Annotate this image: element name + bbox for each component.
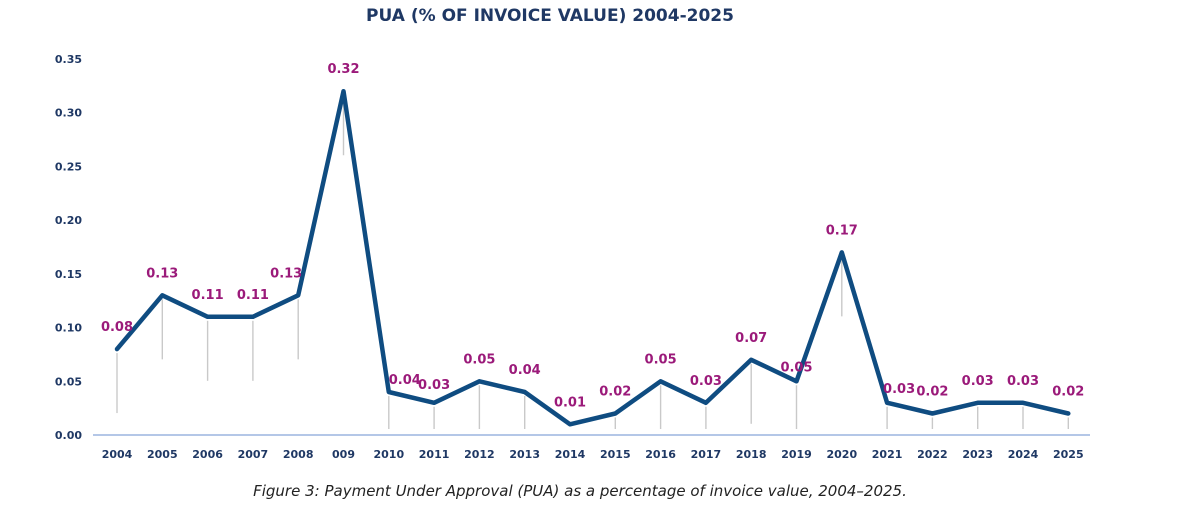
x-tick-label: 2006 xyxy=(192,448,223,461)
chart-title: PUA (% OF INVOICE VALUE) 2004-2025 xyxy=(366,6,734,26)
data-label: 0.32 xyxy=(327,62,359,77)
data-label: 0.03 xyxy=(418,378,450,393)
x-tick-label: 2011 xyxy=(419,448,450,461)
x-tick-label: 2012 xyxy=(464,448,495,461)
data-label: 0.01 xyxy=(554,395,586,410)
data-label: 0.11 xyxy=(237,288,269,303)
data-label: 0.04 xyxy=(389,373,421,388)
x-tick-label: 2022 xyxy=(917,448,948,461)
data-labels: 0.080.130.11 0.110.130.320.040.030.050.04… xyxy=(101,62,1084,410)
x-tick-label: 2013 xyxy=(509,448,540,461)
data-label: 0.02 xyxy=(599,385,631,400)
data-label: 0.03 xyxy=(1007,374,1039,389)
data-label: 0.11 xyxy=(192,288,224,303)
x-tick-label: 2004 xyxy=(102,448,133,461)
x-tick-label: 2018 xyxy=(736,448,767,461)
y-axis-ticks: 0.00 0.05 0.10 0.15 0.20 0.25 0.30 0.35 xyxy=(55,53,82,442)
y-tick-label: 0.00 xyxy=(55,429,82,442)
data-label: 0.05 xyxy=(780,360,812,375)
x-tick-label: 2008 xyxy=(283,448,314,461)
x-axis-ticks: 2004 2005 2006 2007 2008 009 2010 2011 2012 2013 2… xyxy=(102,448,1084,461)
x-tick-label: 2017 xyxy=(691,448,722,461)
y-tick-label: 0.15 xyxy=(55,268,82,281)
x-tick-label: 2025 xyxy=(1053,448,1084,461)
data-label: 0.02 xyxy=(1052,385,1084,400)
x-tick-label: 2019 xyxy=(781,448,812,461)
x-tick-label: 2007 xyxy=(238,448,269,461)
data-label: 0.17 xyxy=(826,223,858,238)
x-tick-label: 2010 xyxy=(373,448,404,461)
x-tick-label: 2014 xyxy=(555,448,586,461)
y-tick-label: 0.10 xyxy=(55,322,82,335)
x-tick-label: 2005 xyxy=(147,448,178,461)
data-label: 0.02 xyxy=(916,385,948,400)
x-tick-label: 2023 xyxy=(962,448,993,461)
data-label: 0.05 xyxy=(645,352,677,367)
x-tick-label: 2021 xyxy=(872,448,903,461)
x-tick-label: 2016 xyxy=(645,448,676,461)
y-tick-label: 0.25 xyxy=(55,160,82,173)
x-tick-label: 2020 xyxy=(826,448,857,461)
x-tick-label: 2015 xyxy=(600,448,631,461)
data-label: 0.05 xyxy=(463,352,495,367)
data-label: 0.07 xyxy=(735,331,767,346)
data-label: 0.13 xyxy=(146,266,178,281)
drop-lines xyxy=(116,95,1070,429)
data-label: 0.04 xyxy=(509,363,541,378)
data-label: 0.03 xyxy=(690,374,722,389)
x-tick-label: 2024 xyxy=(1008,448,1039,461)
y-tick-label: 0.35 xyxy=(55,53,82,66)
data-label: 0.03 xyxy=(883,382,915,397)
y-tick-label: 0.30 xyxy=(55,107,82,120)
data-label: 0.13 xyxy=(270,266,302,281)
y-tick-label: 0.20 xyxy=(55,214,82,227)
data-label: 0.08 xyxy=(101,320,133,335)
x-tick-label: 009 xyxy=(332,448,355,461)
figure-caption: Figure 3: Payment Under Approval (PUA) a… xyxy=(253,482,907,500)
series-line xyxy=(114,88,1071,427)
y-tick-label: 0.05 xyxy=(55,375,82,388)
data-label: 0.03 xyxy=(962,374,994,389)
